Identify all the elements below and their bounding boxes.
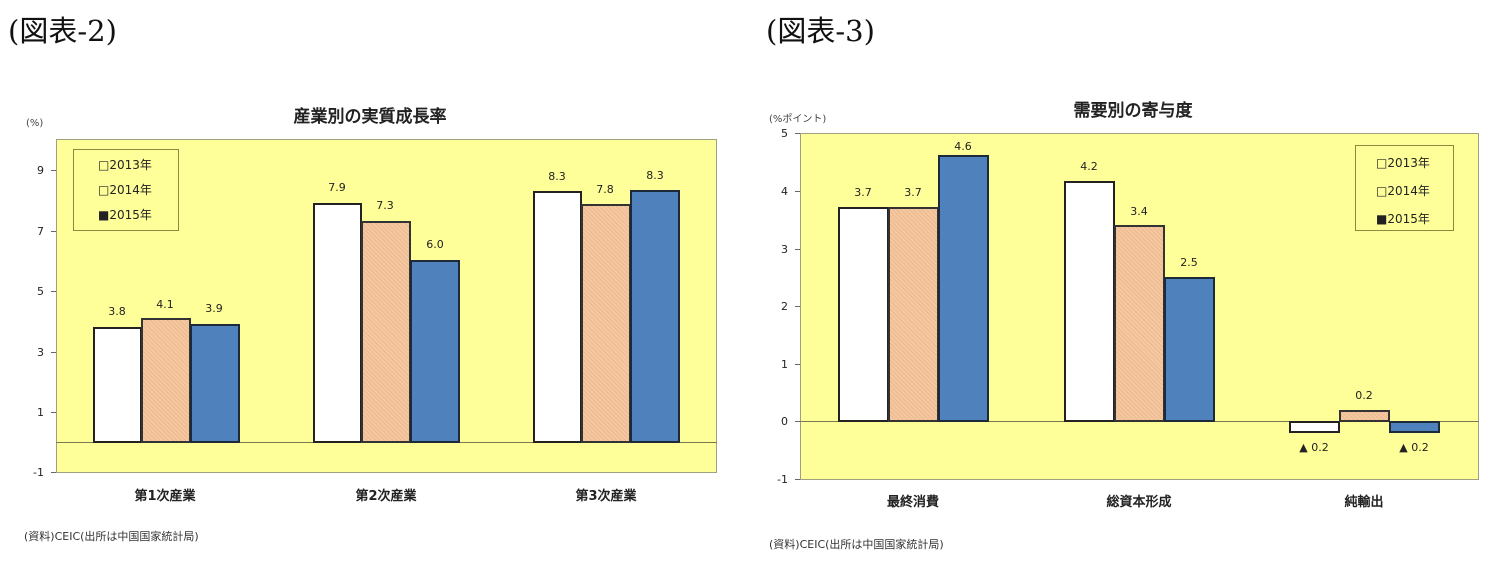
y-tick: 1 — [781, 358, 788, 371]
tick-mark — [795, 191, 800, 192]
value-label: 7.9 — [328, 181, 346, 194]
value-label: 0.2 — [1355, 389, 1373, 402]
category-label: 純輸出 — [1344, 495, 1384, 510]
legend-item-2015: ■2015年 — [1376, 211, 1430, 226]
value-label: 4.2 — [1080, 160, 1098, 173]
category-label: 第1次産業 — [134, 489, 196, 504]
legend-item-2014: □2014年 — [98, 183, 152, 197]
bar-2013 — [1064, 181, 1115, 422]
legend-item-2014: □2014年 — [1376, 183, 1430, 198]
bar-2015 — [1164, 277, 1215, 422]
value-label: 8.3 — [548, 170, 566, 183]
y-axis-unit: (%) — [26, 118, 44, 129]
bar-2015 — [938, 155, 989, 422]
value-label: 4.1 — [156, 298, 174, 311]
bar-2013 — [93, 327, 142, 443]
chart-title: 産業別の実質成長率 — [293, 107, 447, 127]
tick-mark — [51, 352, 56, 353]
legend-item-2013: □2013年 — [98, 158, 152, 172]
tick-mark — [795, 306, 800, 307]
value-label: ▲ 0.2 — [1299, 441, 1329, 454]
y-tick: 3 — [781, 243, 788, 256]
value-label: 3.8 — [108, 305, 126, 318]
bar-2015 — [630, 190, 680, 443]
bar-2013 — [313, 203, 362, 443]
bar-2014 — [888, 207, 939, 422]
bar-2014 — [1339, 410, 1390, 422]
y-tick: 2 — [781, 300, 788, 313]
value-label: 3.7 — [904, 186, 922, 199]
value-label: 6.0 — [426, 238, 444, 251]
value-label: 3.9 — [205, 302, 223, 315]
value-label: 3.4 — [1130, 205, 1148, 218]
y-tick: 7 — [37, 225, 44, 238]
bar-2013 — [533, 191, 582, 443]
category-label: 最終消費 — [886, 495, 940, 510]
figure-label: (図表-3) — [766, 14, 875, 48]
legend: □2013年 □2014年 ■2015年 — [73, 149, 179, 231]
chart-title: 需要別の寄与度 — [1073, 101, 1193, 121]
tick-mark — [51, 472, 56, 473]
legend-item-2013: □2013年 — [1376, 155, 1430, 170]
bar-2015 — [410, 260, 460, 443]
value-label: 3.7 — [854, 186, 872, 199]
source-note: (資料)CEIC(出所は中国国家統計局) — [769, 538, 944, 551]
y-tick: 9 — [37, 164, 44, 177]
tick-mark — [795, 421, 800, 422]
y-tick: 1 — [37, 406, 44, 419]
value-label: 2.5 — [1180, 256, 1198, 269]
y-axis-unit: (%ポイント) — [769, 114, 827, 125]
y-tick: 5 — [781, 127, 788, 140]
tick-mark — [795, 133, 800, 134]
bar-2014 — [1114, 225, 1165, 422]
bar-2013 — [1289, 421, 1340, 433]
value-label: 4.6 — [954, 140, 972, 153]
figure-label: (図表-2) — [8, 14, 117, 48]
category-label: 総資本形成 — [1106, 495, 1172, 510]
tick-mark — [51, 412, 56, 413]
bar-2014 — [141, 318, 191, 443]
value-label: 8.3 — [646, 169, 664, 182]
value-label: 7.3 — [376, 199, 394, 212]
y-tick: -1 — [33, 466, 44, 479]
y-tick: -1 — [777, 473, 788, 486]
y-tick: 4 — [781, 185, 788, 198]
tick-mark — [795, 364, 800, 365]
legend: □2013年 □2014年 ■2015年 — [1355, 145, 1454, 231]
tick-mark — [51, 231, 56, 232]
bar-2014 — [361, 221, 411, 443]
y-tick: 3 — [37, 346, 44, 359]
category-label: 第2次産業 — [355, 489, 417, 504]
tick-mark — [51, 291, 56, 292]
y-tick: 0 — [781, 415, 788, 428]
tick-mark — [795, 479, 800, 480]
tick-mark — [51, 170, 56, 171]
value-label: ▲ 0.2 — [1399, 441, 1429, 454]
bar-2015 — [1389, 421, 1440, 433]
tick-mark — [795, 249, 800, 250]
value-label: 7.8 — [596, 183, 614, 196]
source-note: (資料)CEIC(出所は中国国家統計局) — [24, 530, 199, 543]
bar-2014 — [581, 204, 631, 443]
legend-item-2015: ■2015年 — [98, 208, 152, 222]
bar-2015 — [190, 324, 240, 443]
bar-2013 — [838, 207, 889, 422]
category-label: 第3次産業 — [575, 489, 637, 504]
y-tick: 5 — [37, 285, 44, 298]
